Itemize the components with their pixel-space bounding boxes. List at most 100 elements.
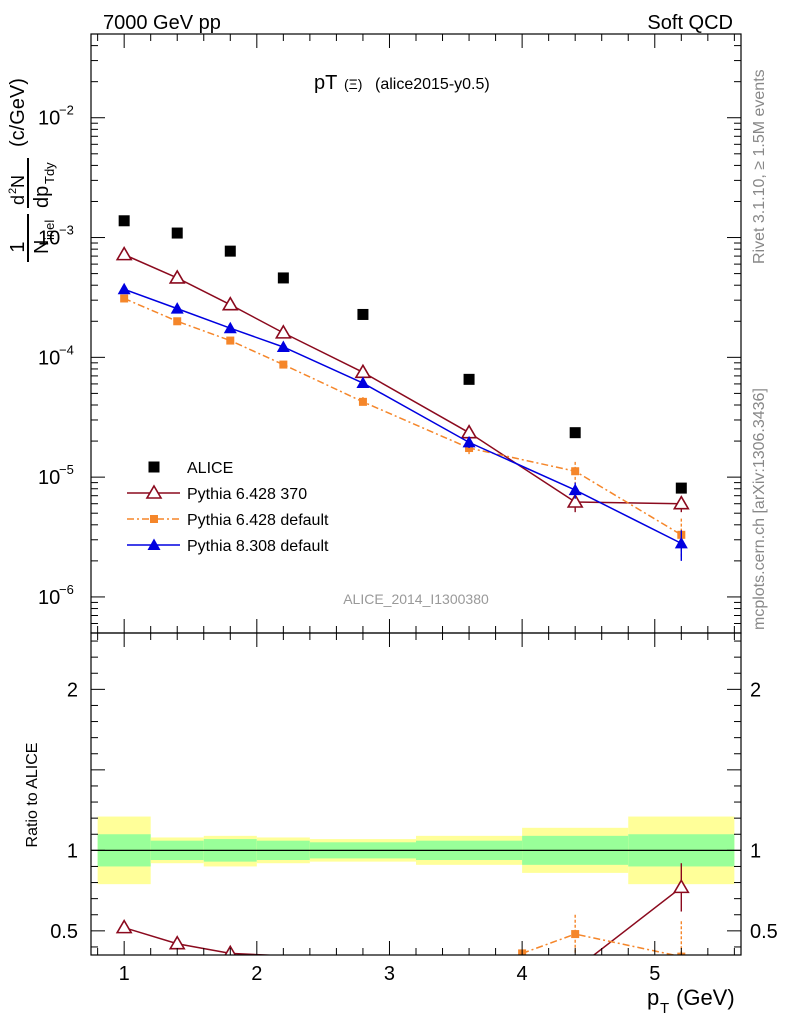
svg-text:1: 1 — [7, 241, 29, 252]
header-left: 7000 GeV pp — [103, 12, 221, 34]
svg-text:10: 10 — [38, 228, 60, 250]
ratio-point-p6_370-3 — [568, 962, 582, 974]
plot-title-tag: (alice2015-y0.5) — [375, 76, 490, 93]
svg-text:−4: −4 — [59, 342, 74, 357]
svg-text:2: 2 — [7, 188, 19, 194]
point-p6_default-0 — [120, 294, 129, 303]
main-ylabel-unit: (c/GeV) — [7, 78, 29, 147]
svg-text:−2: −2 — [59, 103, 74, 118]
x-axis-label-main: p — [647, 985, 659, 1010]
svg-text:−6: −6 — [59, 582, 74, 597]
point-p6_370-7 — [672, 495, 690, 510]
y-tick-label-−5: 10−5 — [38, 462, 74, 489]
ratio-point-p6_default-1 — [571, 930, 580, 939]
svg-text:inel: inel — [42, 220, 57, 240]
legend-item-p6_370: Pythia 6.428 370 — [127, 484, 307, 503]
ratio-y-tick-right-0.5: 0.5 — [750, 921, 778, 943]
x-axis-label-sub: T — [660, 1000, 669, 1017]
y-tick-label-−2: 10−2 — [38, 103, 74, 130]
analysis-label: ALICE_2014_I1300380 — [343, 591, 489, 607]
series-p8_default — [117, 282, 688, 561]
side-label-mcplots: mcplots.cern.ch [arXiv:1306.3436] — [751, 388, 768, 630]
side-label-rivet: Rivet 3.1.10, ≥ 1.5M events — [751, 69, 768, 264]
legend-marker-p6_370 — [145, 484, 163, 499]
line-p6_default — [123, 297, 682, 536]
series-alice — [118, 215, 687, 494]
x-axis-label: p T (GeV) — [647, 985, 735, 1017]
point-p6_default-1 — [173, 317, 182, 326]
ratio-y-tick-left-2: 2 — [67, 679, 78, 701]
point-p6_370-6 — [566, 493, 584, 508]
ratio-y-tick-left-0.5: 0.5 — [50, 921, 78, 943]
x-tick-label-4: 4 — [517, 963, 528, 985]
point-p8_default-3 — [276, 340, 290, 352]
point-p8_default-6 — [568, 483, 582, 496]
point-p6_default-6 — [571, 467, 580, 476]
svg-text:Tdy: Tdy — [42, 162, 57, 184]
plot-title-symbol: (Ξ) — [344, 76, 362, 92]
point-alice-4 — [357, 308, 369, 320]
point-p8_default-7 — [674, 536, 688, 549]
legend-label-p6_370: Pythia 6.428 370 — [187, 486, 307, 503]
point-p6_default-2 — [226, 336, 235, 345]
main-series — [115, 215, 690, 561]
svg-text:10: 10 — [38, 467, 60, 489]
svg-text:d: d — [8, 195, 28, 205]
point-alice-1 — [171, 227, 183, 239]
point-alice-0 — [118, 215, 130, 227]
legend-item-p8_default: Pythia 8.308 default — [127, 538, 329, 555]
svg-text:10: 10 — [38, 587, 60, 609]
legend-label-p6_default: Pythia 6.428 default — [187, 512, 329, 529]
line-p6_370 — [123, 253, 682, 505]
header-right: Soft QCD — [647, 12, 733, 34]
legend-label-p8_default: Pythia 8.308 default — [187, 538, 329, 555]
ratio-point-p6_370-0 — [115, 919, 133, 934]
point-p6_370-1 — [168, 269, 186, 284]
ratio-bands — [91, 816, 741, 885]
legend: ALICE Pythia 6.428 370 Pythia 6.428 defaul… — [127, 460, 329, 555]
svg-text:10: 10 — [38, 347, 60, 369]
ratio-y-tick-left-1: 1 — [67, 840, 78, 862]
point-alice-6 — [569, 427, 581, 439]
x-tick-label-2: 2 — [251, 963, 262, 985]
point-p6_default-4 — [358, 397, 367, 406]
ratio-ylabel: Ratio to ALICE — [24, 743, 41, 848]
plot-title-main: pT — [314, 72, 337, 94]
y-tick-label-−4: 10−4 — [38, 342, 74, 369]
legend-marker-p6_default — [150, 515, 158, 523]
point-p8_default-4 — [356, 376, 370, 389]
svg-text:−3: −3 — [59, 223, 74, 238]
point-p8_default-1 — [170, 302, 184, 314]
ratio-y-tick-right-1: 1 — [750, 840, 761, 862]
svg-text:N: N — [31, 240, 53, 254]
point-p6_370-3 — [274, 324, 292, 339]
point-p6_370-2 — [221, 296, 239, 311]
point-alice-7 — [675, 482, 687, 494]
svg-text:N: N — [8, 175, 28, 188]
legend-label-alice: ALICE — [187, 460, 233, 477]
point-p6_default-3 — [279, 360, 288, 369]
y-tick-label-−6: 10−6 — [38, 582, 74, 609]
point-p6_370-5 — [460, 424, 478, 439]
svg-text:dp: dp — [31, 186, 53, 208]
line-p8_default — [123, 288, 682, 545]
legend-marker-alice — [148, 461, 160, 473]
ratio-series — [115, 863, 690, 974]
x-axis-label-unit: (GeV) — [676, 985, 735, 1010]
point-p8_default-2 — [223, 321, 237, 334]
ratio-series-p6_370 — [115, 863, 690, 974]
x-tick-label-3: 3 — [384, 963, 395, 985]
svg-text:−5: −5 — [59, 462, 74, 477]
point-p8_default-5 — [462, 435, 476, 448]
axes: 1 2 3 4 510−610−510−410−310−20.5 0.51 12 2 — [38, 33, 778, 985]
svg-text:10: 10 — [38, 108, 60, 130]
legend-marker-p8_default — [147, 538, 161, 550]
main-ylabel: 1 N inel d 2 N dp Tdy (c/GeV) — [7, 78, 57, 262]
point-alice-3 — [277, 272, 289, 284]
ratio-line-p6_370 — [123, 886, 682, 955]
point-p6_370-4 — [354, 363, 372, 379]
series-p6_370 — [115, 246, 690, 513]
ratio-point-p6_370-4 — [672, 878, 690, 894]
legend-item-alice: ALICE — [148, 460, 233, 477]
